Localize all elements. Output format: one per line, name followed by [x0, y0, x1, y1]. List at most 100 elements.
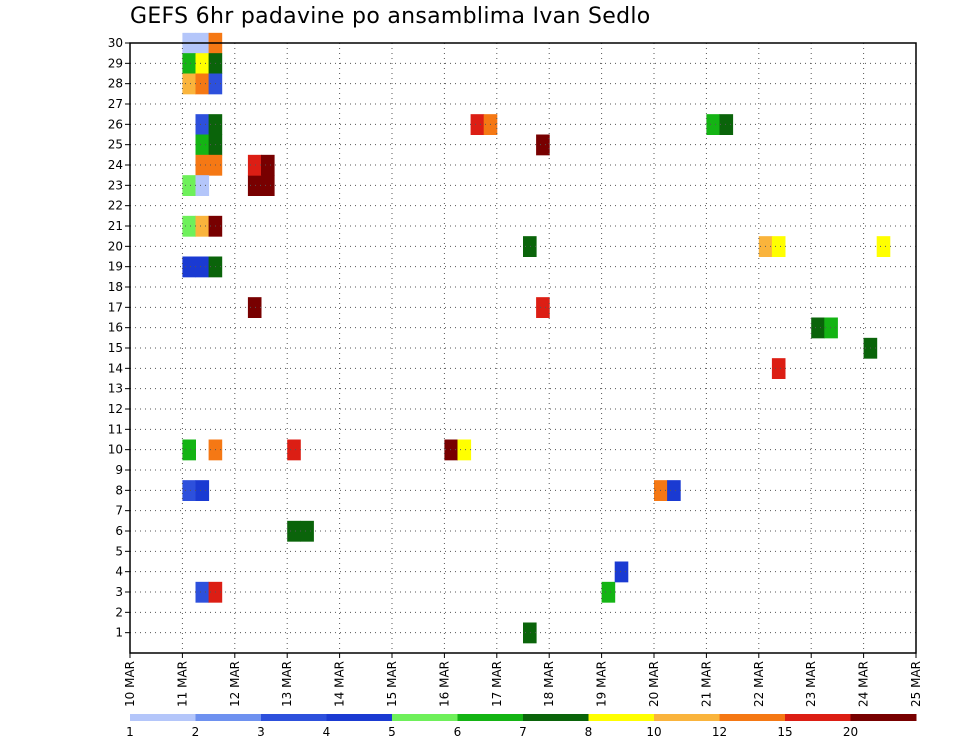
x-tick-label: 21 MAR — [699, 661, 713, 707]
heatmap-cell — [195, 134, 210, 156]
x-tick-label: 14 MAR — [333, 661, 347, 707]
heatmap-cell — [182, 215, 196, 237]
heatmap-cell — [182, 175, 196, 196]
heatmap-cell — [536, 134, 550, 156]
heatmap-cell — [287, 520, 301, 542]
heatmap-cell — [771, 358, 786, 379]
legend-swatch — [130, 714, 196, 721]
y-tick-label: 17 — [108, 300, 123, 314]
heatmap-cell — [601, 581, 616, 603]
y-tick-label: 10 — [108, 443, 123, 457]
heatmap-cell — [182, 439, 196, 461]
x-tick-label: 11 MAR — [175, 661, 189, 707]
legend-swatch — [523, 714, 589, 721]
legend-label: 3 — [257, 725, 265, 739]
y-tick-label: 19 — [108, 260, 123, 274]
legend-label: 7 — [519, 725, 527, 739]
heatmap-cell — [247, 154, 262, 176]
heatmap-cell — [771, 236, 786, 257]
y-tick-label: 25 — [108, 138, 123, 152]
y-tick-label: 15 — [108, 341, 123, 355]
legend-swatch — [195, 714, 262, 721]
heatmap-cell — [195, 73, 210, 95]
heatmap-cell — [195, 215, 210, 237]
heatmap-cells — [182, 32, 891, 644]
x-tick-label: 16 MAR — [437, 661, 451, 707]
y-tick-label: 11 — [108, 422, 123, 436]
y-axis: 1234567891011121314151617181920212223242… — [108, 36, 130, 640]
legend-label: 12 — [712, 725, 727, 739]
x-tick-label: 22 MAR — [752, 661, 766, 707]
y-tick-label: 21 — [108, 219, 123, 233]
legend-label: 2 — [192, 725, 200, 739]
heatmap-cell — [536, 297, 550, 318]
y-tick-label: 12 — [108, 402, 123, 416]
y-tick-label: 26 — [108, 117, 123, 131]
x-tick-label: 25 MAR — [909, 661, 923, 707]
y-tick-label: 7 — [115, 504, 123, 518]
grid-lines — [130, 42, 916, 653]
heatmap-cell — [195, 154, 210, 176]
y-tick-label: 30 — [108, 36, 123, 50]
legend-swatch — [850, 714, 917, 721]
legend-label: 10 — [646, 725, 661, 739]
legend-swatch — [785, 714, 851, 721]
legend-swatch — [457, 714, 524, 721]
heatmap-cell — [719, 114, 734, 135]
heatmap-cell — [182, 73, 196, 95]
x-tick-label: 13 MAR — [280, 661, 294, 707]
heatmap-cell — [667, 480, 681, 501]
x-tick-label: 17 MAR — [490, 661, 504, 707]
y-tick-label: 16 — [108, 321, 123, 335]
x-tick-label: 15 MAR — [385, 661, 399, 707]
heatmap-cell — [195, 175, 210, 196]
y-tick-label: 4 — [115, 565, 123, 579]
heatmap-cell — [261, 154, 275, 176]
legend-swatch — [261, 714, 327, 721]
x-tick-label: 24 MAR — [857, 661, 871, 707]
y-tick-label: 3 — [115, 585, 123, 599]
legend-label: 6 — [454, 725, 462, 739]
legend-swatch — [719, 714, 786, 721]
x-tick-label: 23 MAR — [804, 661, 818, 707]
legend-label: 5 — [388, 725, 396, 739]
heatmap-cell — [287, 439, 301, 461]
legend-swatch — [588, 714, 655, 721]
legend-label: 4 — [323, 725, 331, 739]
x-tick-label: 12 MAR — [228, 661, 242, 707]
y-tick-label: 27 — [108, 97, 123, 111]
x-tick-label: 18 MAR — [542, 661, 556, 707]
y-tick-label: 2 — [115, 605, 123, 619]
heatmap-cell — [247, 175, 262, 196]
y-tick-label: 22 — [108, 199, 123, 213]
heatmap-cell — [523, 622, 537, 644]
heatmap-cell — [261, 175, 275, 196]
heatmap-cell — [195, 114, 210, 135]
heatmap-cell — [523, 236, 537, 257]
heatmap-cell — [247, 297, 262, 318]
heatmap-cell — [470, 114, 485, 135]
x-tick-label: 20 MAR — [647, 661, 661, 707]
heatmap-cell — [195, 53, 210, 74]
color-legend: 1 2 3 4 5 6 7 8 10 12 15 20 — [126, 714, 917, 739]
heatmap-cell — [195, 480, 210, 501]
heatmap-cell — [811, 317, 825, 339]
chart-title: GEFS 6hr padavine po ansamblima Ivan Sed… — [130, 4, 651, 29]
y-tick-label: 5 — [115, 544, 123, 558]
y-tick-label: 6 — [115, 524, 123, 538]
heatmap-cell — [824, 317, 838, 339]
heatmap-cell — [195, 581, 210, 603]
legend-label: 20 — [843, 725, 858, 739]
heatmap-cell — [876, 236, 891, 257]
heatmap-cell — [182, 53, 196, 74]
y-tick-label: 8 — [115, 483, 123, 497]
plot-frame — [129, 42, 917, 654]
y-tick-label: 14 — [108, 361, 123, 375]
x-tick-label: 10 MAR — [123, 661, 137, 707]
heatmap-cell — [444, 439, 458, 461]
y-tick-label: 28 — [108, 77, 123, 91]
y-tick-label: 1 — [115, 626, 123, 640]
heatmap-cell — [457, 439, 472, 461]
legend-swatch — [392, 714, 458, 721]
